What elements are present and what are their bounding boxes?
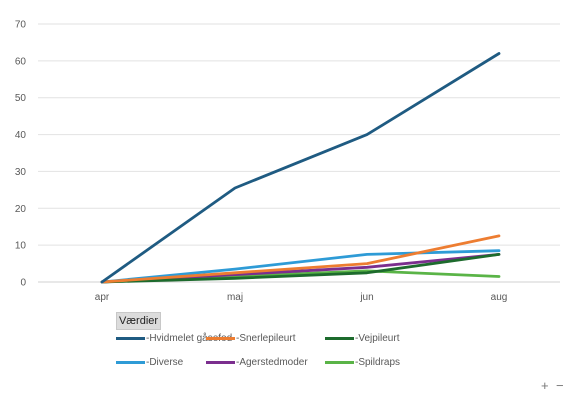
- legend-swatch: [325, 337, 354, 340]
- y-axis: 0 10 20 30 40 50 60 70: [15, 20, 27, 289]
- legend-label: -Agerstedmoder: [236, 357, 308, 368]
- legend-item[interactable]: -Snerlepileurt: [206, 333, 295, 344]
- legend-label: -Vejpileurt: [355, 333, 400, 344]
- series-line: [100, 252, 501, 284]
- legend-label: -Spildraps: [355, 357, 401, 368]
- series-line: [100, 234, 501, 284]
- legend-swatch: [325, 361, 354, 364]
- y-tick-label: 60: [15, 56, 27, 67]
- series-line: [100, 52, 501, 284]
- x-tick-label: maj: [227, 292, 243, 303]
- series-lines: [100, 52, 501, 284]
- zoom-in-button[interactable]: +: [541, 378, 549, 393]
- gridlines: [38, 23, 560, 283]
- y-tick-label: 20: [15, 204, 27, 215]
- y-tick-label: 0: [20, 278, 26, 289]
- x-tick-label: aug: [491, 292, 508, 303]
- y-tick-label: 10: [15, 241, 27, 252]
- legend-item[interactable]: -Vejpileurt: [325, 333, 399, 344]
- y-tick-label: 40: [15, 130, 27, 141]
- y-tick-label: 70: [15, 20, 27, 31]
- legend-swatch: [116, 337, 145, 340]
- legend-swatch: [206, 361, 235, 364]
- legend-item[interactable]: -Agerstedmoder: [206, 357, 308, 368]
- legend-swatch: [116, 361, 145, 364]
- legend-label: -Hvidmelet gåsefod: [146, 333, 233, 344]
- legend-item[interactable]: -Hvidmelet gåsefod: [116, 333, 232, 344]
- x-axis: apr maj jun aug: [95, 292, 508, 303]
- legend-item[interactable]: -Diverse: [116, 357, 183, 368]
- x-tick-label: jun: [359, 292, 373, 303]
- x-tick-label: apr: [95, 292, 110, 303]
- y-tick-label: 50: [15, 93, 27, 104]
- series-line: [100, 249, 501, 284]
- legend-label: -Diverse: [146, 357, 184, 368]
- legend-label: -Snerlepileurt: [236, 333, 296, 344]
- y-tick-label: 30: [15, 167, 27, 178]
- legend-item[interactable]: -Spildraps: [325, 357, 400, 368]
- legend-swatch: [206, 337, 235, 340]
- zoom-out-button[interactable]: −: [556, 378, 564, 393]
- values-field-button[interactable]: Værdier: [116, 312, 161, 330]
